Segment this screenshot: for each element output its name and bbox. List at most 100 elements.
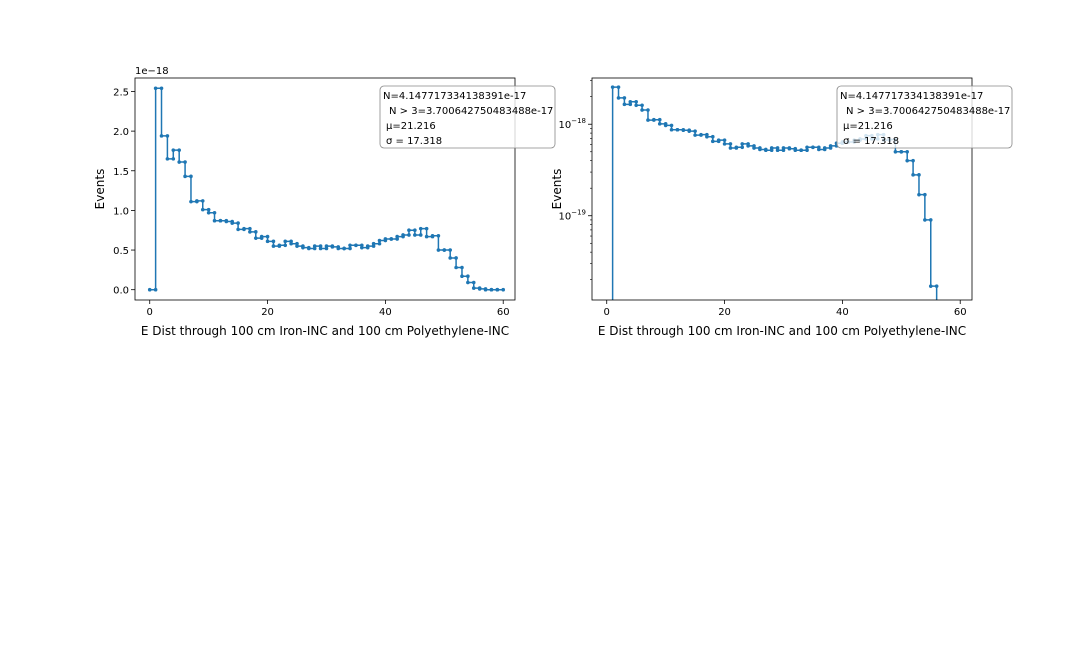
data-point (242, 226, 246, 231)
y-tick-label: 10−19 (558, 209, 586, 223)
data-point (301, 245, 305, 250)
series-group (610, 85, 939, 300)
data-point (306, 246, 311, 251)
data-point (728, 142, 733, 146)
data-point (634, 103, 638, 108)
data-point (495, 287, 500, 292)
data-point (200, 199, 205, 203)
data-point (466, 280, 470, 285)
data-point (277, 243, 282, 248)
x-tick-label: 40 (836, 307, 849, 318)
data-point (681, 128, 686, 133)
stats-line: N > 3=3.700642750483488e-17 (389, 106, 553, 117)
data-point (710, 134, 715, 139)
stats-line: N > 3=3.700642750483488e-17 (846, 106, 1010, 117)
data-point (283, 243, 288, 248)
x-tick-label: 60 (954, 307, 967, 318)
x-axis-label: E Dist through 100 cm Iron-INC and 100 c… (598, 324, 966, 338)
data-point (728, 146, 733, 150)
data-point (224, 219, 229, 224)
data-point (828, 144, 833, 148)
data-point (407, 228, 411, 233)
data-point (710, 139, 715, 144)
data-point (230, 221, 235, 225)
data-point (253, 236, 258, 240)
data-point (424, 234, 429, 239)
data-point (377, 241, 382, 246)
x-tick-label: 20 (261, 307, 274, 318)
data-point (460, 265, 464, 270)
data-point (911, 158, 915, 163)
y-tick-label: 1.0 (113, 206, 129, 217)
data-point (822, 146, 827, 150)
y-tick-exponent: −19 (571, 209, 586, 217)
data-point (923, 192, 927, 197)
y-tick-base: 10 (558, 120, 571, 131)
data-point (265, 239, 270, 244)
data-point (640, 103, 644, 108)
data-point (165, 157, 170, 161)
data-point (236, 221, 240, 225)
data-point (206, 207, 211, 212)
data-point (454, 256, 458, 260)
data-point (622, 102, 627, 107)
data-point (177, 160, 181, 164)
data-point (663, 123, 668, 128)
data-point (200, 207, 205, 212)
data-point (905, 158, 909, 163)
data-point (177, 148, 181, 152)
y-tick-exponent: −18 (571, 117, 586, 125)
data-point (622, 96, 627, 100)
data-point (923, 218, 927, 222)
data-point (501, 287, 506, 292)
x-tick-label: 20 (718, 307, 731, 318)
data-point (817, 147, 821, 152)
data-point (928, 218, 933, 222)
data-point (657, 122, 662, 126)
data-point (189, 199, 193, 204)
data-point (183, 174, 187, 179)
data-point (705, 134, 709, 139)
data-point (917, 192, 921, 197)
data-point (165, 134, 170, 138)
data-point (195, 199, 199, 203)
data-point (383, 237, 388, 241)
data-point (793, 148, 798, 153)
data-point (448, 256, 452, 260)
data-point (348, 246, 352, 251)
data-point (171, 157, 176, 161)
data-point (716, 138, 721, 142)
data-point (471, 280, 476, 285)
data-point (693, 129, 697, 133)
data-point (295, 244, 299, 248)
data-point (248, 230, 252, 234)
data-point (758, 147, 762, 152)
data-point (413, 228, 417, 233)
data-point (646, 118, 650, 122)
data-point (442, 248, 447, 252)
data-point (330, 245, 335, 249)
data-point (212, 210, 217, 215)
data-point (436, 233, 441, 238)
data-point (734, 145, 739, 150)
data-point (407, 233, 411, 237)
data-point (336, 246, 341, 251)
data-point (371, 241, 376, 246)
data-point (693, 133, 697, 137)
stats-line: μ=21.216 (386, 121, 436, 132)
data-point (171, 148, 176, 152)
data-point (477, 287, 482, 291)
data-point (418, 226, 423, 231)
x-tick-label: 60 (497, 307, 510, 318)
data-point (454, 265, 458, 270)
x-tick-label: 0 (604, 307, 610, 318)
data-point (610, 85, 615, 89)
data-point (312, 244, 317, 248)
chart-2: 0 20 40 60 10−18 10−19 E Dist through 100 cm I… (550, 77, 1013, 338)
data-point (365, 244, 370, 248)
data-point (324, 244, 329, 248)
y-tick-label: 0.0 (113, 286, 129, 297)
data-point (899, 149, 904, 154)
data-point (917, 173, 921, 177)
data-point (448, 248, 452, 252)
